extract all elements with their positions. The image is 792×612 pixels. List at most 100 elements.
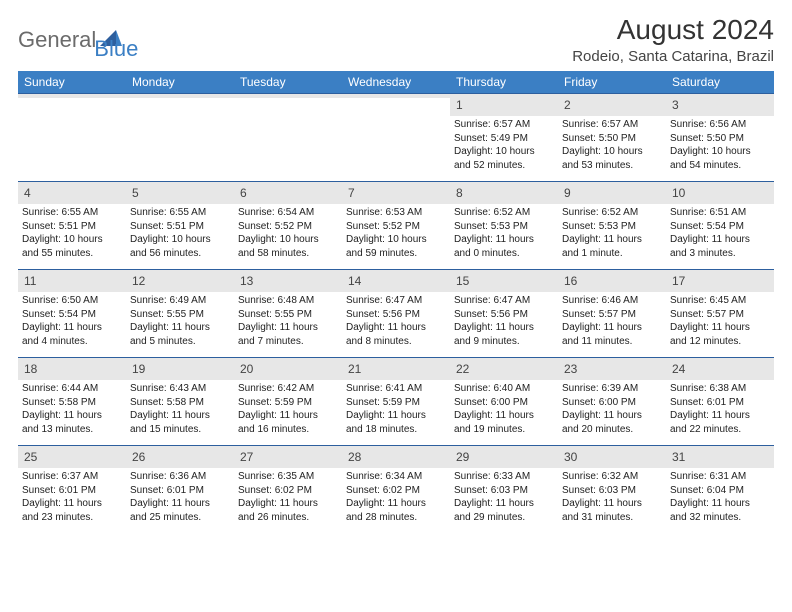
daylight-text-2: and 56 minutes. [130,247,230,261]
daylight-text-1: Daylight: 11 hours [670,233,770,247]
sunrise-text: Sunrise: 6:33 AM [454,470,554,484]
sunset-text: Sunset: 6:04 PM [670,484,770,498]
daylight-text-1: Daylight: 11 hours [130,321,230,335]
day-number-row [342,93,450,98]
sunset-text: Sunset: 5:54 PM [670,220,770,234]
location-text: Rodeio, Santa Catarina, Brazil [572,48,774,65]
day-number: 24 [672,362,685,376]
sunset-text: Sunset: 5:55 PM [238,308,338,322]
calendar-cell: 5Sunrise: 6:55 AMSunset: 5:51 PMDaylight… [126,181,234,269]
sunrise-text: Sunrise: 6:56 AM [670,118,770,132]
sunrise-text: Sunrise: 6:36 AM [130,470,230,484]
day-header-friday: Friday [558,71,666,93]
sunrise-text: Sunrise: 6:32 AM [562,470,662,484]
daylight-text-1: Daylight: 10 hours [670,145,770,159]
sunset-text: Sunset: 5:58 PM [22,396,122,410]
calendar-cell: 18Sunrise: 6:44 AMSunset: 5:58 PMDayligh… [18,357,126,445]
daylight-text-2: and 1 minute. [562,247,662,261]
daylight-text-2: and 19 minutes. [454,423,554,437]
daylight-text-1: Daylight: 10 hours [238,233,338,247]
day-details: Sunrise: 6:47 AMSunset: 5:56 PMDaylight:… [454,294,554,348]
day-header-thursday: Thursday [450,71,558,93]
calendar-cell: 9Sunrise: 6:52 AMSunset: 5:53 PMDaylight… [558,181,666,269]
day-number-row: 19 [126,357,234,380]
month-title: August 2024 [572,14,774,46]
day-number-row: 16 [558,269,666,292]
sunset-text: Sunset: 5:58 PM [130,396,230,410]
day-number: 23 [564,362,577,376]
day-number-row: 1 [450,93,558,116]
daylight-text-2: and 31 minutes. [562,511,662,525]
daylight-text-1: Daylight: 11 hours [670,321,770,335]
day-number-row: 4 [18,181,126,204]
day-details: Sunrise: 6:41 AMSunset: 5:59 PMDaylight:… [346,382,446,436]
sunset-text: Sunset: 5:49 PM [454,132,554,146]
day-number-row: 23 [558,357,666,380]
daylight-text-1: Daylight: 10 hours [346,233,446,247]
daylight-text-1: Daylight: 11 hours [562,233,662,247]
day-number-row: 13 [234,269,342,292]
sunset-text: Sunset: 5:52 PM [238,220,338,234]
daylight-text-2: and 9 minutes. [454,335,554,349]
sunrise-text: Sunrise: 6:50 AM [22,294,122,308]
daylight-text-1: Daylight: 10 hours [130,233,230,247]
sunset-text: Sunset: 5:50 PM [670,132,770,146]
week-row: 1Sunrise: 6:57 AMSunset: 5:49 PMDaylight… [18,93,774,181]
sunrise-text: Sunrise: 6:52 AM [454,206,554,220]
daylight-text-1: Daylight: 11 hours [346,321,446,335]
sunset-text: Sunset: 6:01 PM [130,484,230,498]
day-number: 15 [456,274,469,288]
sunset-text: Sunset: 5:55 PM [130,308,230,322]
calendar-cell: 7Sunrise: 6:53 AMSunset: 5:52 PMDaylight… [342,181,450,269]
sunrise-text: Sunrise: 6:47 AM [346,294,446,308]
day-details: Sunrise: 6:31 AMSunset: 6:04 PMDaylight:… [670,470,770,524]
day-details: Sunrise: 6:49 AMSunset: 5:55 PMDaylight:… [130,294,230,348]
calendar: SundayMondayTuesdayWednesdayThursdayFrid… [18,71,774,533]
calendar-cell-empty [234,93,342,181]
sunrise-text: Sunrise: 6:42 AM [238,382,338,396]
day-details: Sunrise: 6:38 AMSunset: 6:01 PMDaylight:… [670,382,770,436]
sunrise-text: Sunrise: 6:51 AM [670,206,770,220]
calendar-cell: 19Sunrise: 6:43 AMSunset: 5:58 PMDayligh… [126,357,234,445]
sunrise-text: Sunrise: 6:31 AM [670,470,770,484]
sunrise-text: Sunrise: 6:48 AM [238,294,338,308]
daylight-text-1: Daylight: 11 hours [346,409,446,423]
daylight-text-2: and 4 minutes. [22,335,122,349]
calendar-cell: 28Sunrise: 6:34 AMSunset: 6:02 PMDayligh… [342,445,450,533]
daylight-text-2: and 0 minutes. [454,247,554,261]
daylight-text-1: Daylight: 11 hours [670,497,770,511]
sunset-text: Sunset: 5:56 PM [346,308,446,322]
sunset-text: Sunset: 5:51 PM [130,220,230,234]
sunrise-text: Sunrise: 6:44 AM [22,382,122,396]
calendar-cell-empty [18,93,126,181]
daylight-text-2: and 18 minutes. [346,423,446,437]
daylight-text-2: and 29 minutes. [454,511,554,525]
day-header-tuesday: Tuesday [234,71,342,93]
day-number: 11 [24,274,36,288]
day-number-row: 11 [18,269,126,292]
day-number-row: 27 [234,445,342,468]
calendar-cell-empty [126,93,234,181]
day-number-row: 3 [666,93,774,116]
day-number: 12 [132,274,145,288]
sunrise-text: Sunrise: 6:41 AM [346,382,446,396]
day-number: 5 [132,186,139,200]
daylight-text-1: Daylight: 11 hours [130,409,230,423]
day-number: 2 [564,98,571,112]
calendar-cell: 23Sunrise: 6:39 AMSunset: 6:00 PMDayligh… [558,357,666,445]
calendar-cell: 4Sunrise: 6:55 AMSunset: 5:51 PMDaylight… [18,181,126,269]
day-details: Sunrise: 6:57 AMSunset: 5:49 PMDaylight:… [454,118,554,172]
day-number: 4 [24,186,31,200]
daylight-text-2: and 26 minutes. [238,511,338,525]
daylight-text-1: Daylight: 10 hours [454,145,554,159]
day-details: Sunrise: 6:56 AMSunset: 5:50 PMDaylight:… [670,118,770,172]
sunset-text: Sunset: 6:03 PM [562,484,662,498]
day-number: 17 [672,274,685,288]
daylight-text-1: Daylight: 11 hours [562,409,662,423]
calendar-cell: 22Sunrise: 6:40 AMSunset: 6:00 PMDayligh… [450,357,558,445]
week-row: 18Sunrise: 6:44 AMSunset: 5:58 PMDayligh… [18,357,774,445]
daylight-text-2: and 52 minutes. [454,159,554,173]
day-number: 9 [564,186,571,200]
day-header-sunday: Sunday [18,71,126,93]
day-header-monday: Monday [126,71,234,93]
